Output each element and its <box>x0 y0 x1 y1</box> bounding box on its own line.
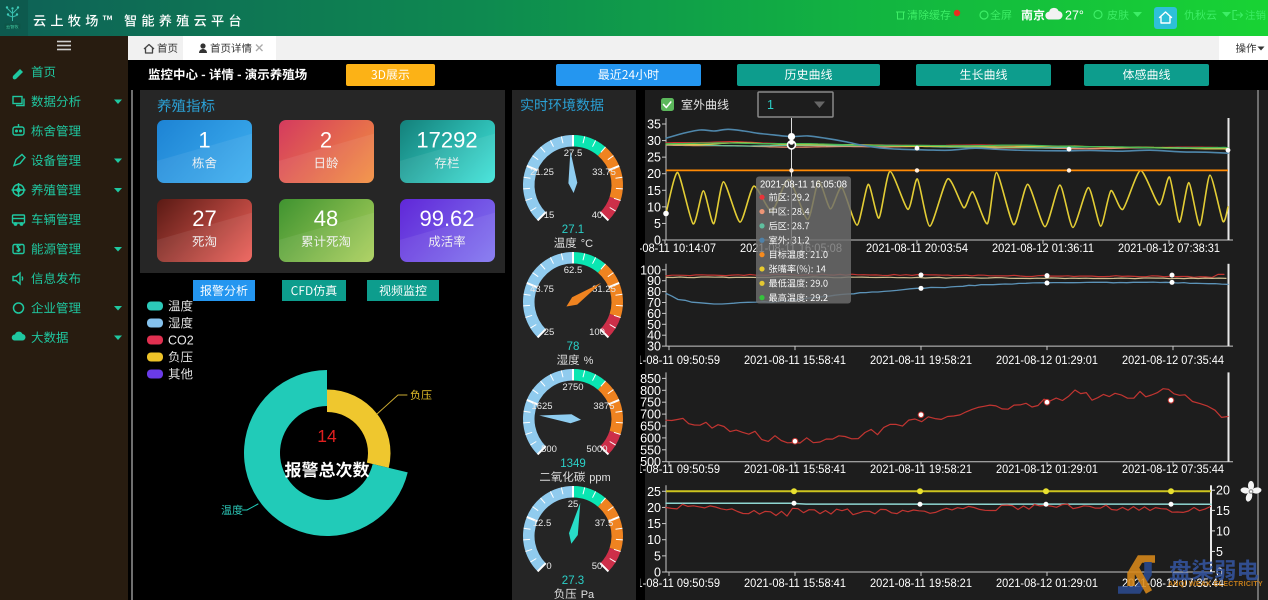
svg-text:0: 0 <box>654 234 661 248</box>
svg-text:2021-08-12 01:36:11: 2021-08-12 01:36:11 <box>992 241 1094 255</box>
svg-text:1: 1 <box>198 128 210 153</box>
svg-text:2021-08-12 07:35:44: 2021-08-12 07:35:44 <box>1122 462 1224 476</box>
svg-text:40: 40 <box>647 329 661 343</box>
svg-text:5000: 5000 <box>586 444 607 455</box>
svg-text:25: 25 <box>647 485 661 499</box>
svg-text:14: 14 <box>317 426 337 446</box>
svg-text:25: 25 <box>568 499 579 510</box>
svg-text:62.5: 62.5 <box>564 265 583 276</box>
svg-text:600: 600 <box>640 431 661 445</box>
svg-text:100: 100 <box>589 327 605 338</box>
svg-text:15: 15 <box>544 210 555 221</box>
svg-text:25: 25 <box>544 327 555 338</box>
svg-text:CO2: CO2 <box>168 334 194 348</box>
svg-text:2021-08-11 19:58:21: 2021-08-11 19:58:21 <box>870 576 972 590</box>
svg-text:15: 15 <box>1216 504 1230 518</box>
svg-text:20: 20 <box>647 167 661 181</box>
svg-text:27.3: 27.3 <box>562 575 584 587</box>
svg-text:90: 90 <box>647 274 661 288</box>
svg-text:1625: 1625 <box>531 401 552 412</box>
svg-text:60: 60 <box>647 307 661 321</box>
svg-text:99.62: 99.62 <box>419 206 474 231</box>
svg-text:27.1: 27.1 <box>562 224 584 236</box>
svg-text:2021-08-11 10:14:07: 2021-08-11 10:14:07 <box>614 241 716 255</box>
svg-text:50: 50 <box>647 318 661 332</box>
svg-text:70: 70 <box>647 296 661 310</box>
svg-text:2021-08-11 09:50:59: 2021-08-11 09:50:59 <box>618 576 720 590</box>
svg-text:48: 48 <box>314 206 338 231</box>
svg-text:Pa: Pa <box>581 589 595 600</box>
svg-text:800: 800 <box>640 384 661 398</box>
svg-text:27: 27 <box>192 206 216 231</box>
svg-text:%: % <box>584 355 594 367</box>
svg-text:10: 10 <box>1216 524 1230 538</box>
svg-text:37.5: 37.5 <box>595 518 614 529</box>
svg-text:2021-08-11 16:05:08: 2021-08-11 16:05:08 <box>760 180 847 191</box>
svg-text:15: 15 <box>647 517 661 531</box>
svg-text:ANQI WEAK ELECTRICITY: ANQI WEAK ELECTRICITY <box>1168 581 1263 588</box>
svg-text:550: 550 <box>640 443 661 457</box>
svg-text:750: 750 <box>640 396 661 410</box>
svg-text:0: 0 <box>546 561 551 572</box>
svg-text:1: 1 <box>767 98 774 112</box>
svg-text:35: 35 <box>647 118 661 132</box>
svg-text:0: 0 <box>654 566 661 580</box>
svg-text:2021-08-12 01:29:01: 2021-08-12 01:29:01 <box>996 576 1098 590</box>
svg-text:2: 2 <box>320 128 332 153</box>
svg-text:27°: 27° <box>1065 9 1084 23</box>
svg-text:700: 700 <box>640 408 661 422</box>
svg-text:650: 650 <box>640 420 661 434</box>
svg-text:10: 10 <box>647 200 661 214</box>
svg-text:40: 40 <box>592 210 603 221</box>
svg-text:2021-08-11 19:58:21: 2021-08-11 19:58:21 <box>870 462 972 476</box>
svg-text:5: 5 <box>1216 545 1223 559</box>
svg-text:500: 500 <box>541 444 557 455</box>
svg-text:15: 15 <box>647 184 661 198</box>
svg-text:5: 5 <box>654 217 661 231</box>
svg-text:2021-08-11 19:58:21: 2021-08-11 19:58:21 <box>870 353 972 367</box>
svg-text:50: 50 <box>592 561 603 572</box>
svg-text:20: 20 <box>647 501 661 515</box>
svg-text:2021-08-12 01:29:01: 2021-08-12 01:29:01 <box>996 462 1098 476</box>
svg-text:33.75: 33.75 <box>592 167 616 178</box>
svg-text:1349: 1349 <box>560 458 586 470</box>
svg-text:10: 10 <box>647 533 661 547</box>
svg-text:30: 30 <box>647 340 661 354</box>
svg-text:ppm: ppm <box>589 472 610 484</box>
svg-text:3875: 3875 <box>593 401 614 412</box>
svg-text:12.5: 12.5 <box>533 518 552 529</box>
svg-text:2021-08-12 01:29:01: 2021-08-12 01:29:01 <box>996 353 1098 367</box>
svg-text:2021-08-12 07:35:44: 2021-08-12 07:35:44 <box>1122 353 1224 367</box>
svg-text:81.25: 81.25 <box>592 284 616 295</box>
svg-text:80: 80 <box>647 285 661 299</box>
svg-text:850: 850 <box>640 372 661 386</box>
svg-text:2021-08-11 20:03:54: 2021-08-11 20:03:54 <box>866 241 968 255</box>
svg-text:2750: 2750 <box>562 382 583 393</box>
svg-text:43.75: 43.75 <box>530 284 554 295</box>
svg-text:2021-08-11 15:58:41: 2021-08-11 15:58:41 <box>744 462 846 476</box>
svg-text:2021-08-11 15:58:41: 2021-08-11 15:58:41 <box>744 576 846 590</box>
svg-text:20: 20 <box>1216 484 1230 498</box>
svg-text:2021-08-11 09:50:59: 2021-08-11 09:50:59 <box>618 462 720 476</box>
svg-text:21.25: 21.25 <box>530 167 554 178</box>
svg-text:17292: 17292 <box>416 128 477 153</box>
svg-text:27.5: 27.5 <box>564 148 583 159</box>
svg-text:30: 30 <box>647 134 661 148</box>
svg-text:100: 100 <box>640 263 661 277</box>
svg-text:2021-08-11 15:58:41: 2021-08-11 15:58:41 <box>744 353 846 367</box>
svg-text:°C: °C <box>581 238 593 250</box>
svg-text:2021-08-11 09:50:59: 2021-08-11 09:50:59 <box>618 353 720 367</box>
svg-text:500: 500 <box>640 455 661 469</box>
svg-text:5: 5 <box>654 549 661 563</box>
svg-text:2021-08-12 07:38:31: 2021-08-12 07:38:31 <box>1118 241 1220 255</box>
svg-text:78: 78 <box>567 341 580 353</box>
svg-text:25: 25 <box>647 151 661 165</box>
